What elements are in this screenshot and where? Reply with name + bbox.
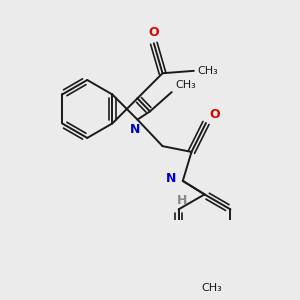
Text: N: N: [166, 172, 176, 185]
Text: O: O: [148, 26, 159, 40]
Text: O: O: [210, 107, 220, 121]
Text: H: H: [177, 194, 187, 207]
Text: CH₃: CH₃: [198, 66, 218, 76]
Text: N: N: [130, 123, 140, 136]
Text: CH₃: CH₃: [176, 80, 196, 90]
Text: CH₃: CH₃: [202, 283, 223, 293]
